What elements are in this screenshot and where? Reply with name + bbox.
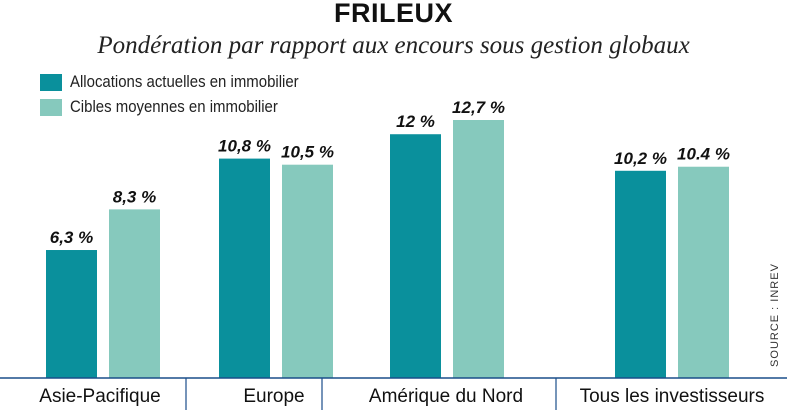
category-label-0: Asie-Pacifique [39,386,160,407]
bar-current-1 [219,158,270,378]
bar-current-0 [46,250,97,378]
data-label-target-2: 12,7 % [452,98,505,117]
legend-swatch-target [40,98,62,116]
data-label-target-3: 10.4 % [677,145,730,164]
category-label-3: Tous les investisseurs [580,386,765,407]
data-label-target-1: 10,5 % [281,143,334,162]
category-label-2: Amérique du Nord [369,386,523,407]
data-label-current-0: 6,3 % [50,228,93,247]
category-label-1: Europe [243,386,304,407]
bar-current-3 [615,170,666,378]
data-label-current-2: 12 % [396,112,435,131]
data-label-current-1: 10,8 % [218,137,271,156]
chart-title: FRILEUX [333,0,453,28]
data-label-current-3: 10,2 % [614,149,667,168]
legend-label-current: Allocations actuelles en immobilier [70,72,299,91]
legend-swatch-current [40,73,62,91]
bar-target-1 [282,164,333,378]
bar-current-2 [390,134,441,378]
chart-subtitle: Pondération par rapport aux encours sous… [97,32,690,59]
bar-target-3 [678,166,729,378]
bar-target-0 [109,209,160,378]
source-note: SOURCE : INREV [769,263,781,367]
data-label-target-0: 8,3 % [113,187,156,206]
legend-item-current: Allocations actuelles en immobilier [40,72,330,92]
bar-target-2 [453,120,504,378]
legend-item-target: Cibles moyennes en immobilier [40,97,306,117]
legend-label-target: Cibles moyennes en immobilier [70,97,278,116]
